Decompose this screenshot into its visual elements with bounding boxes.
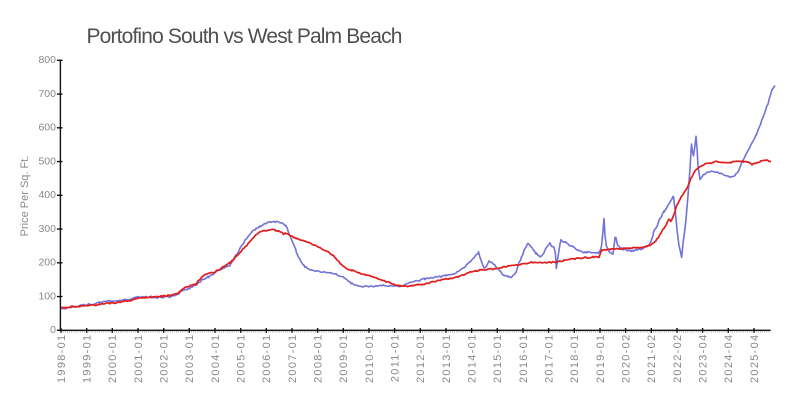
svg-text:Price Per Sq. Ft.: Price Per Sq. Ft.	[19, 156, 31, 237]
svg-text:2003-01: 2003-01	[184, 334, 196, 383]
svg-text:500: 500	[38, 156, 56, 168]
svg-text:2015-01: 2015-01	[492, 334, 504, 383]
svg-text:2023-04: 2023-04	[698, 334, 710, 383]
svg-text:200: 200	[38, 257, 56, 269]
svg-text:2011-01: 2011-01	[390, 334, 402, 383]
svg-text:2005-01: 2005-01	[236, 334, 248, 383]
svg-text:700: 700	[38, 88, 56, 100]
svg-text:2014-01: 2014-01	[467, 334, 479, 383]
svg-text:2006-01: 2006-01	[261, 334, 273, 383]
svg-text:2017-01: 2017-01	[544, 334, 556, 383]
svg-text:2020-02: 2020-02	[621, 334, 633, 383]
svg-text:2009-01: 2009-01	[338, 334, 350, 383]
svg-text:2024-04: 2024-04	[723, 334, 735, 383]
svg-text:2010-01: 2010-01	[364, 334, 376, 383]
svg-text:2025-04: 2025-04	[749, 334, 761, 383]
svg-text:2018-01: 2018-01	[569, 334, 581, 383]
svg-text:2002-01: 2002-01	[159, 334, 171, 383]
svg-text:2016-01: 2016-01	[518, 334, 530, 383]
svg-text:600: 600	[38, 122, 56, 134]
svg-text:2007-01: 2007-01	[287, 334, 299, 383]
svg-text:2004-01: 2004-01	[210, 334, 222, 383]
svg-text:100: 100	[38, 290, 56, 302]
svg-text:2022-02: 2022-02	[672, 334, 684, 383]
svg-text:2013-01: 2013-01	[441, 334, 453, 383]
svg-text:Portofino South vs West Palm B: Portofino South vs West Palm Beach	[87, 25, 402, 48]
svg-text:300: 300	[38, 223, 56, 235]
svg-text:400: 400	[38, 189, 56, 201]
svg-text:2019-01: 2019-01	[595, 334, 607, 383]
svg-text:2021-02: 2021-02	[646, 334, 658, 383]
svg-text:0: 0	[50, 324, 56, 336]
svg-text:2012-01: 2012-01	[415, 334, 427, 383]
svg-text:2000-01: 2000-01	[107, 334, 119, 383]
svg-text:1999-01: 1999-01	[82, 334, 94, 383]
svg-text:800: 800	[38, 54, 56, 66]
svg-text:1998-01: 1998-01	[56, 334, 68, 383]
svg-text:2008-01: 2008-01	[313, 334, 325, 383]
svg-text:2001-01: 2001-01	[133, 334, 145, 383]
